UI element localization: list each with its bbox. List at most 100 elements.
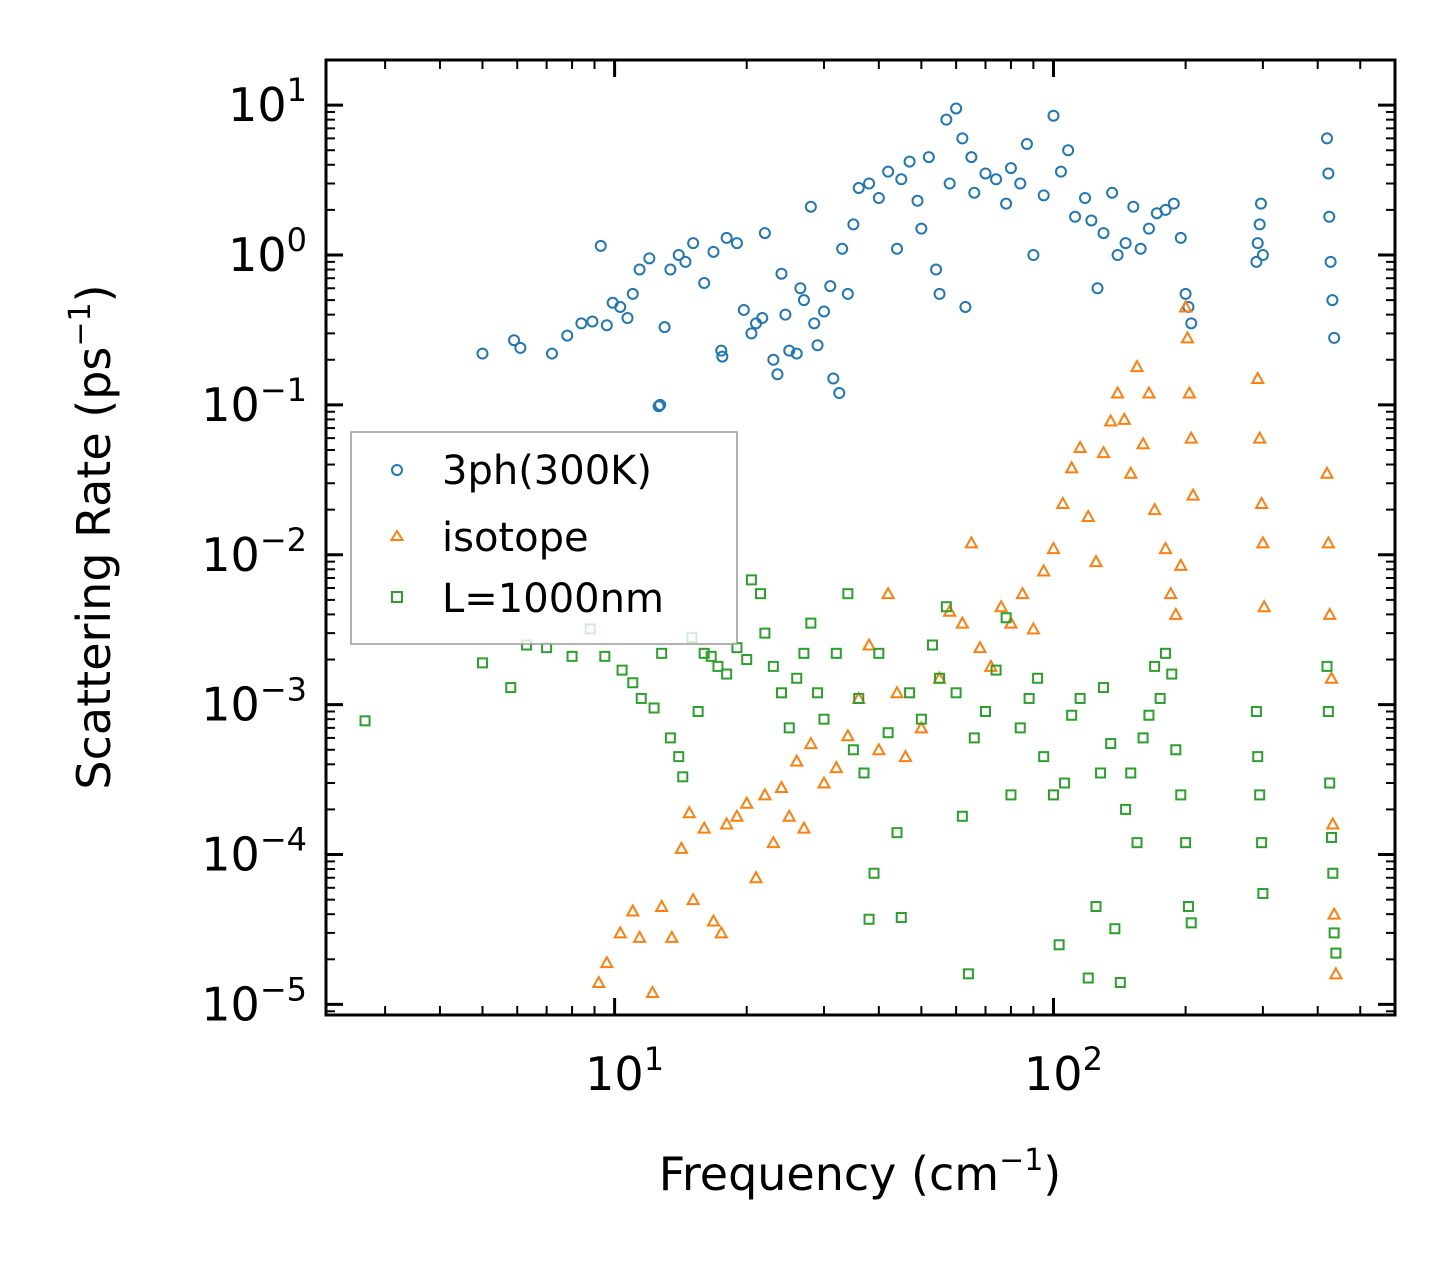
data-point: [841, 287, 854, 300]
data-point: [677, 771, 689, 783]
data-point: [359, 715, 371, 727]
data-point: [853, 692, 865, 704]
data-point: [904, 687, 916, 699]
data-point: [1119, 237, 1132, 250]
data-point: [1250, 370, 1265, 384]
data-point: [993, 599, 1009, 613]
data-point: [1154, 692, 1166, 704]
data-point: [664, 732, 676, 744]
data-point: [1047, 789, 1059, 801]
data-point: [613, 925, 628, 939]
data-point: [959, 300, 972, 313]
data-point: [797, 294, 810, 307]
data-point: [707, 245, 720, 258]
data-point: [1324, 255, 1337, 268]
data-point: [1257, 887, 1269, 899]
data-point: [635, 692, 647, 704]
data-point: [721, 668, 733, 680]
data-point: [1324, 777, 1336, 789]
data-point: [1085, 214, 1098, 227]
data-point: [1328, 966, 1344, 980]
data-point: [1062, 144, 1075, 157]
data-point: [863, 913, 875, 925]
data-point: [1185, 487, 1201, 501]
data-point: [1032, 672, 1044, 684]
data-point: [561, 329, 574, 342]
tick-labels: 101 102 101 100 10−1 10−2 10−3 10−4 10−5: [201, 71, 1103, 1101]
data-point: [687, 237, 700, 250]
x-tick-label: 102: [1024, 1040, 1103, 1101]
data-point: [1251, 237, 1264, 250]
legend-marker-isotope: [389, 529, 405, 541]
data-point: [737, 303, 750, 316]
data-point: [545, 347, 558, 360]
data-point: [712, 660, 724, 672]
data-point: [1250, 255, 1263, 268]
data-point: [741, 654, 753, 666]
data-point: [748, 870, 764, 884]
y-tick-label: 10−3: [201, 671, 307, 732]
data-point: [1023, 692, 1035, 704]
data-point: [990, 664, 1002, 676]
data-point: [1254, 495, 1269, 509]
data-point: [1120, 803, 1132, 815]
data-point: [1000, 612, 1012, 624]
data-point: [1097, 227, 1110, 240]
data-point: [730, 237, 743, 250]
data-point: [508, 334, 521, 347]
data-point: [1134, 242, 1147, 255]
data-point: [1319, 465, 1335, 479]
data-point: [759, 627, 771, 639]
series-triangle: [591, 299, 1344, 999]
data-point: [827, 372, 840, 385]
data-point: [1323, 210, 1336, 223]
data-point: [895, 912, 907, 924]
data-point: [1111, 249, 1124, 262]
data-point: [811, 339, 824, 352]
data-point: [1180, 330, 1195, 344]
data-point: [1014, 177, 1027, 190]
y-tick-label: 101: [228, 71, 307, 132]
data-point: [990, 173, 1003, 186]
data-point: [771, 368, 784, 381]
data-point: [1142, 222, 1155, 235]
data-point: [940, 113, 953, 126]
data-point: [1091, 282, 1104, 295]
data-point: [1110, 385, 1125, 399]
x-tick-label: 101: [585, 1040, 664, 1101]
data-point: [891, 827, 903, 839]
data-point: [706, 913, 721, 927]
data-point: [586, 315, 599, 328]
data-point: [714, 925, 729, 939]
data-point: [830, 647, 842, 659]
data-point: [940, 601, 952, 613]
data-point: [829, 760, 844, 774]
data-point: [889, 685, 905, 699]
y-tick-label: 10−2: [201, 521, 307, 582]
data-point: [1328, 927, 1340, 939]
data-point: [1046, 540, 1061, 555]
data-point: [782, 808, 797, 822]
data-point: [808, 317, 821, 330]
data-point: [1027, 249, 1040, 262]
legend-marker-boundary: [391, 591, 403, 603]
data-point: [766, 835, 781, 849]
data-point: [1123, 465, 1138, 479]
legend-label-isotope: isotope: [442, 515, 589, 561]
data-point: [1185, 317, 1198, 330]
data-point: [790, 347, 803, 360]
data-point: [847, 218, 860, 231]
data-point: [654, 898, 669, 913]
data-point: [863, 177, 876, 190]
data-point: [791, 672, 803, 684]
data-point: [1106, 186, 1119, 199]
data-point: [816, 775, 832, 789]
data-point: [616, 664, 628, 676]
data-point: [1131, 837, 1143, 849]
data-point: [911, 194, 924, 207]
data-point: [950, 687, 962, 699]
y-axis-title: Scattering Rate (ps−1): [63, 284, 121, 789]
data-point: [895, 173, 908, 186]
y-tick-label: 10−5: [201, 970, 307, 1031]
data-point: [842, 588, 854, 600]
